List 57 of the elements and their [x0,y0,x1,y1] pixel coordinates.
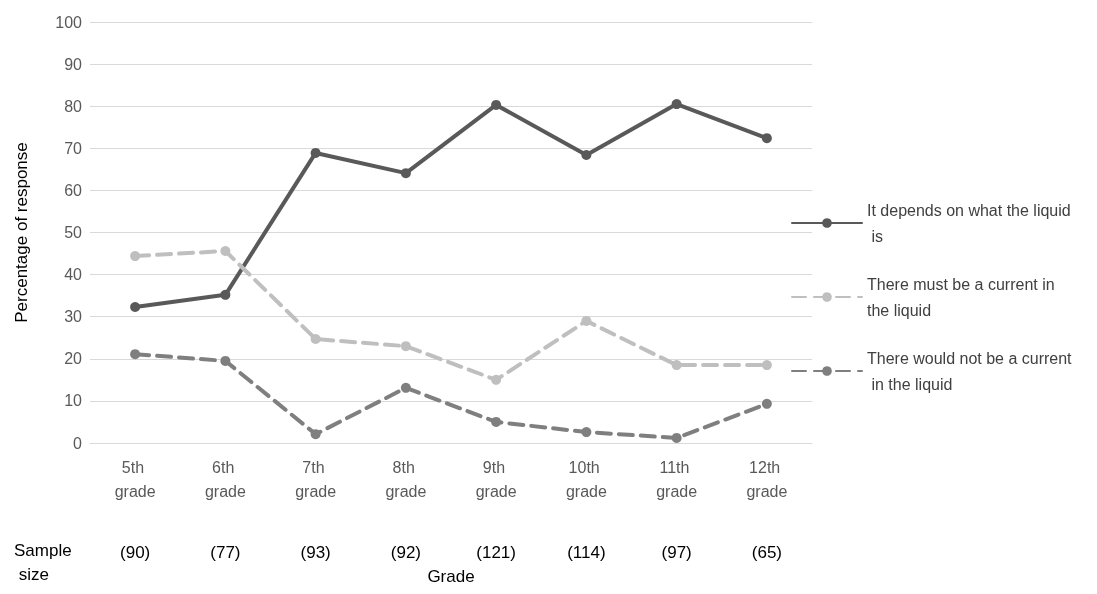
x-tick-label: 12th grade [746,458,788,500]
y-tick-label: 50 [64,224,83,241]
point [310,147,321,158]
text: (97) [661,542,692,562]
point [761,133,772,144]
y-axis-title: Percentage of response [12,142,31,323]
y-tick-label: 0 [73,434,83,452]
point [761,398,772,409]
y-tick-label: 10 [64,392,83,410]
point [581,315,592,326]
point [400,168,411,179]
point [220,246,231,257]
y-tick-label: 90 [64,55,83,73]
legend-label: There would not be a current in the liquid [867,349,1073,393]
y-tick-label: 60 [64,181,83,199]
x-tick-label: 7th grade [295,458,337,500]
x-tick-label: 8th grade [385,458,427,500]
text: (114) [567,542,606,562]
point [581,150,592,161]
point [310,429,321,440]
point [671,99,682,110]
point [130,349,141,360]
y-tick-label: 80 [64,97,83,115]
y-tick-label: 40 [64,266,83,284]
legend-label: It depends on what the liquid is [867,201,1071,245]
legend-label: There must be a current in the liquid [867,275,1060,319]
point [400,382,411,393]
point [491,99,502,110]
point [310,334,321,345]
y-tick-label: 30 [64,308,83,326]
x-tick-label: 6th grade [204,458,246,500]
y-tick-label: 20 [64,350,83,368]
point [671,360,682,371]
x-axis-title: Grade [427,567,475,586]
point [491,416,502,427]
text: (93) [300,542,331,562]
text: (121) [476,542,516,562]
point [400,341,411,352]
point [220,355,231,366]
text: (90) [120,542,151,562]
text: (92) [390,542,421,562]
point [761,360,772,371]
x-tick-label: 10th grade [565,458,607,500]
y-tick-label: 70 [64,139,83,157]
x-tick-label: 5th grade [114,458,156,500]
text: (65) [751,542,782,562]
point [220,289,231,300]
point [130,302,141,313]
point [130,251,141,262]
point [671,432,682,443]
x-tick-label: 11th grade [656,458,698,500]
y-tick-label: 100 [55,13,83,31]
text: Sample size [14,540,72,584]
point [491,374,502,385]
text: (77) [210,542,241,562]
point [581,427,592,438]
x-tick-label: 9th grade [475,458,517,500]
